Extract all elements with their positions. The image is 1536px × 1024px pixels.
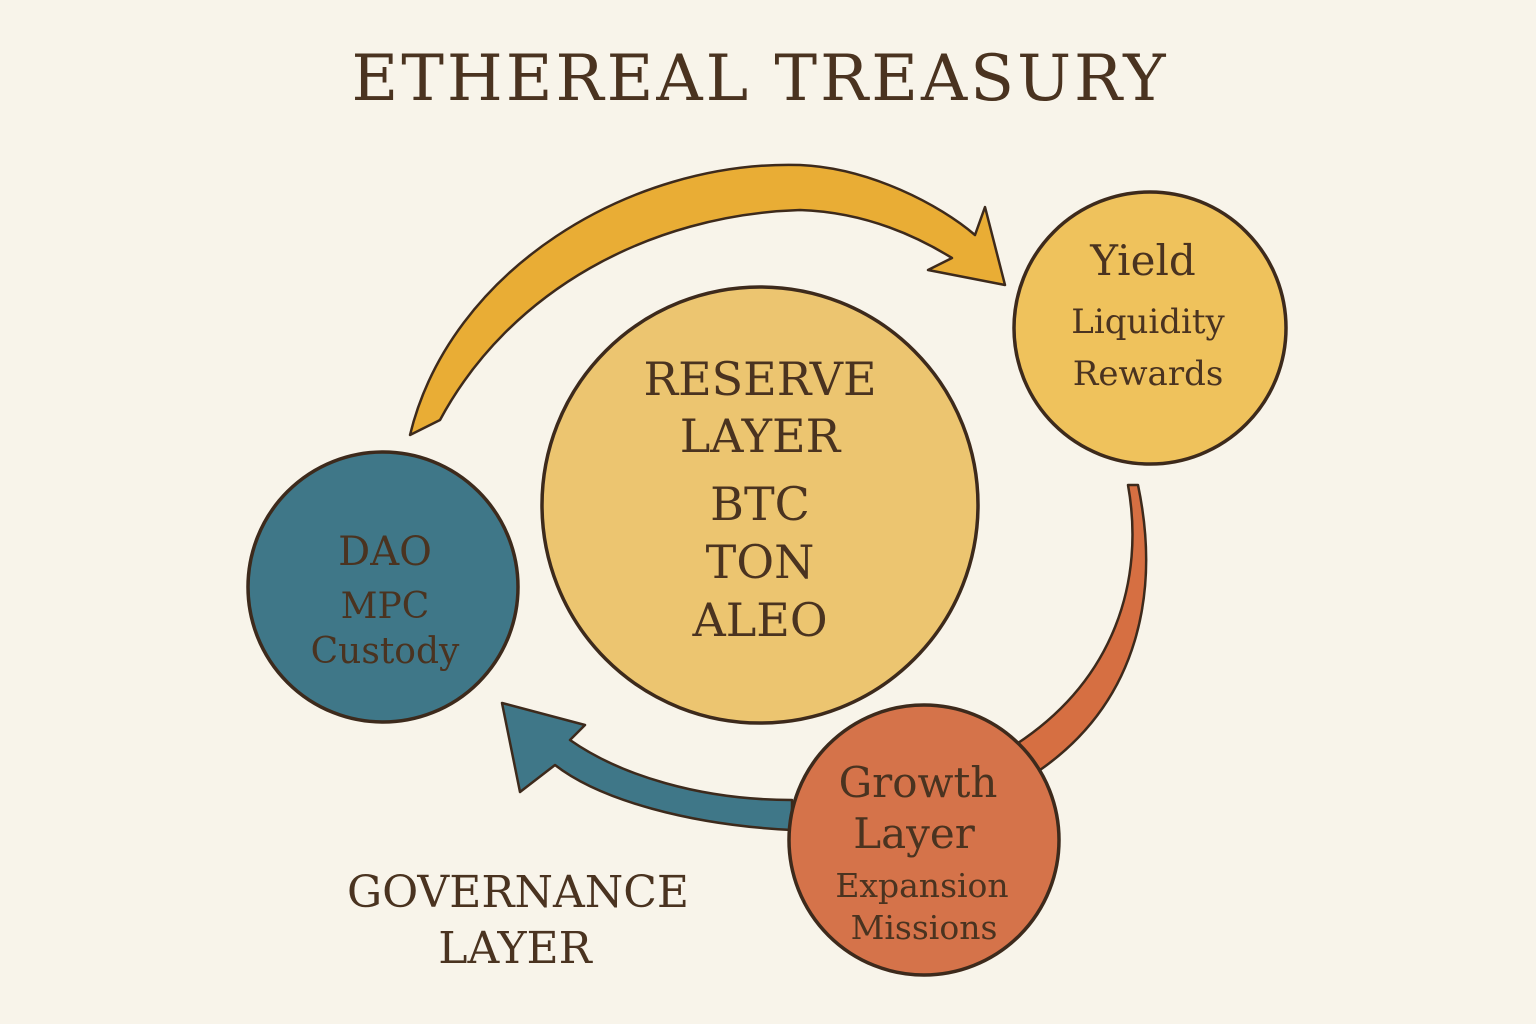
governance-label-line1: GOVERNANCE bbox=[347, 867, 689, 918]
dao-title: DAO bbox=[338, 529, 432, 575]
dao-line1: MPC bbox=[341, 586, 430, 627]
growth-line2: Layer bbox=[853, 809, 976, 858]
reserve-asset-ton: TON bbox=[706, 535, 815, 589]
dao-line2: Custody bbox=[311, 631, 460, 672]
growth-line1: Growth bbox=[839, 758, 998, 807]
dao-node: DAO MPC Custody bbox=[246, 450, 520, 724]
arrow-yield-to-growth bbox=[1013, 483, 1148, 772]
reserve-asset-aleo: ALEO bbox=[691, 593, 827, 647]
growth-line4: Missions bbox=[851, 908, 998, 947]
reserve-label-line2: LAYER bbox=[680, 409, 842, 463]
reserve-layer-node: RESERVE LAYER BTC TON ALEO bbox=[540, 285, 980, 725]
growth-layer-node: Growth Layer Expansion Missions bbox=[787, 703, 1061, 977]
reserve-label-line1: RESERVE bbox=[643, 352, 876, 406]
yield-line1: Liquidity bbox=[1071, 302, 1225, 342]
arrow-growth-to-dao bbox=[500, 701, 794, 832]
yield-node: Yield Liquidity Rewards bbox=[1012, 190, 1288, 466]
yield-line2: Rewards bbox=[1073, 354, 1224, 394]
arrow-dao-to-yield bbox=[408, 163, 1007, 437]
reserve-asset-btc: BTC bbox=[710, 477, 810, 531]
governance-label-line2: LAYER bbox=[438, 923, 593, 974]
yield-title: Yield bbox=[1089, 236, 1196, 285]
growth-line3: Expansion bbox=[835, 866, 1008, 905]
diagram-title: ETHEREAL TREASURY bbox=[352, 42, 1169, 116]
